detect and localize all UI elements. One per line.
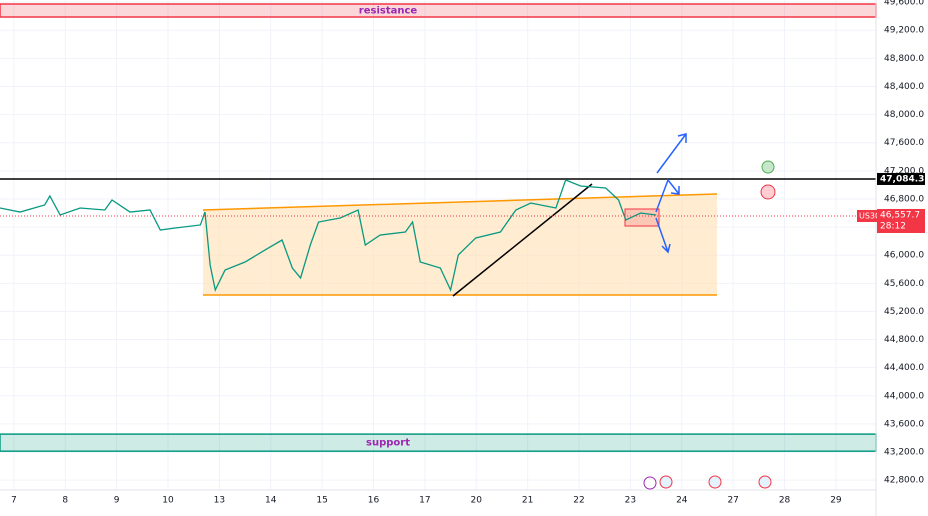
level-label: 47,084.3: [880, 174, 924, 184]
x-tick-label: 7: [11, 496, 17, 506]
x-tick-label: 14: [265, 496, 277, 506]
zone: [0, 3, 877, 18]
x-tick-label: 13: [214, 496, 225, 506]
x-tick-label: 9: [114, 496, 120, 506]
countdown: 28:12: [880, 221, 906, 231]
x-tick-label: 28: [779, 496, 791, 506]
arrow-up: [656, 133, 687, 174]
x-tick-label: 22: [573, 496, 584, 506]
x-tick-label: 16: [368, 496, 380, 506]
y-tick-label: 48,800.0: [884, 54, 924, 64]
x-tick-label: 15: [316, 496, 327, 506]
trend-line: [452, 183, 593, 297]
marker-green: [761, 160, 775, 174]
x-tick-label: 24: [676, 496, 688, 506]
symbol-label: US30: [859, 211, 880, 220]
level-tag: [877, 172, 925, 185]
zone-label: support: [366, 438, 410, 449]
x-tick-label: 23: [625, 496, 636, 506]
x-tick-label: 27: [727, 496, 738, 506]
y-tick-label: 43,200.0: [884, 448, 924, 458]
x-tick-label: 29: [830, 496, 842, 506]
arrow-mid: [655, 178, 680, 213]
event-icon: [659, 475, 673, 489]
zone: [0, 433, 877, 452]
x-tick-label: 10: [162, 496, 174, 506]
channel-top: [202, 193, 718, 211]
y-tick-label: 46,800.0: [884, 194, 924, 204]
symbol-tag: [857, 209, 877, 222]
zone-label: resistance: [359, 6, 418, 17]
x-tick-label: 20: [471, 496, 483, 506]
y-tick-label: 47,600.0: [884, 138, 924, 148]
x-tick-label: 8: [62, 496, 68, 506]
y-tick-label: 49,200.0: [884, 26, 924, 36]
x-tick-label: 21: [522, 496, 533, 506]
y-tick-label: 44,000.0: [884, 391, 924, 401]
x-tick-label: 17: [419, 496, 430, 506]
arrow-down: [655, 217, 671, 254]
event-icon: [758, 475, 772, 489]
y-tick-label: 44,800.0: [884, 335, 924, 345]
price-line: [0, 179, 657, 293]
price-tag: [877, 208, 925, 233]
event-icon: [643, 476, 657, 490]
y-tick-label: 44,400.0: [884, 363, 924, 373]
y-tick-label: 48,000.0: [884, 110, 924, 120]
y-tick-label: 47,200.0: [884, 166, 924, 176]
y-tick-label: 46,000.0: [884, 251, 924, 261]
event-icon: [708, 475, 722, 489]
y-tick-label: 49,600.0: [884, 0, 924, 8]
y-tick-label: 48,400.0: [884, 82, 924, 92]
marker-red: [760, 184, 776, 200]
y-tick-label: 42,800.0: [884, 476, 924, 486]
y-tick-label: 45,600.0: [884, 279, 924, 289]
price-label: 46,557.7: [880, 210, 920, 220]
y-tick-label: 45,200.0: [884, 307, 924, 317]
y-tick-label: 43,600.0: [884, 419, 924, 429]
